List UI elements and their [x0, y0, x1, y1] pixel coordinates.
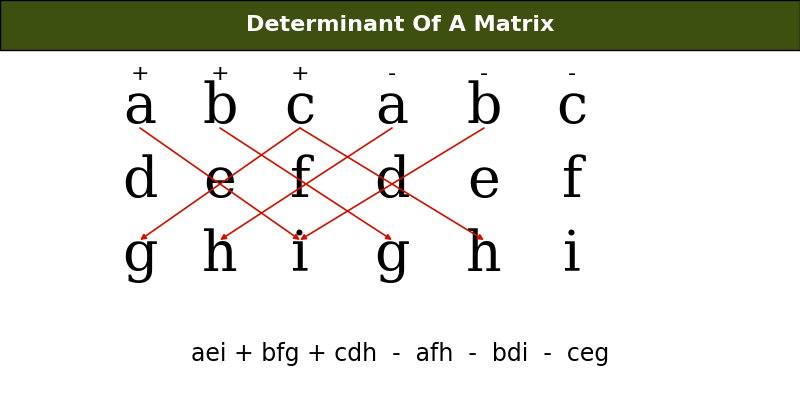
Text: g: g	[122, 229, 158, 283]
Text: e: e	[204, 155, 236, 209]
Text: f: f	[562, 155, 582, 209]
Text: +: +	[130, 64, 150, 84]
Text: -: -	[568, 64, 576, 84]
Text: d: d	[374, 155, 410, 209]
Text: d: d	[122, 155, 158, 209]
Text: aei + bfg + cdh  -  afh  -  bdi  -  ceg: aei + bfg + cdh - afh - bdi - ceg	[191, 342, 609, 366]
Text: a: a	[123, 81, 157, 135]
Text: e: e	[468, 155, 500, 209]
Text: g: g	[374, 229, 410, 283]
Text: b: b	[466, 81, 502, 135]
Text: b: b	[202, 81, 238, 135]
Text: -: -	[480, 64, 488, 84]
FancyBboxPatch shape	[0, 0, 800, 50]
Text: f: f	[290, 155, 310, 209]
Text: h: h	[466, 229, 502, 283]
Text: i: i	[563, 229, 581, 283]
Text: i: i	[291, 229, 309, 283]
Text: c: c	[285, 81, 315, 135]
Text: c: c	[557, 81, 587, 135]
Text: -: -	[388, 64, 396, 84]
Text: Determinant Of A Matrix: Determinant Of A Matrix	[246, 15, 554, 35]
Text: h: h	[202, 229, 238, 283]
Text: +: +	[210, 64, 230, 84]
Text: +: +	[290, 64, 310, 84]
Text: a: a	[375, 81, 409, 135]
